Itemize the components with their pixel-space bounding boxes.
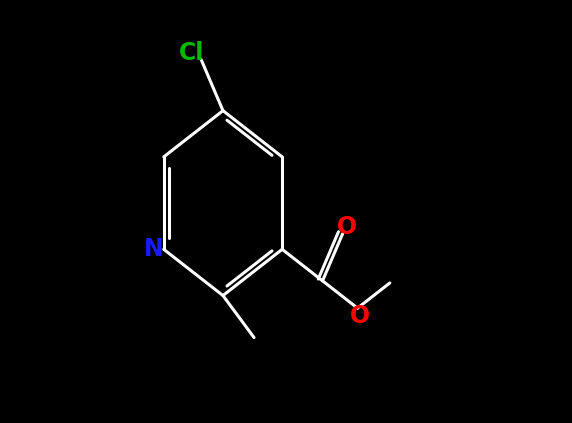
Text: O: O <box>337 215 357 239</box>
Text: O: O <box>349 304 370 328</box>
Text: N: N <box>144 237 163 261</box>
Text: Cl: Cl <box>179 41 205 66</box>
